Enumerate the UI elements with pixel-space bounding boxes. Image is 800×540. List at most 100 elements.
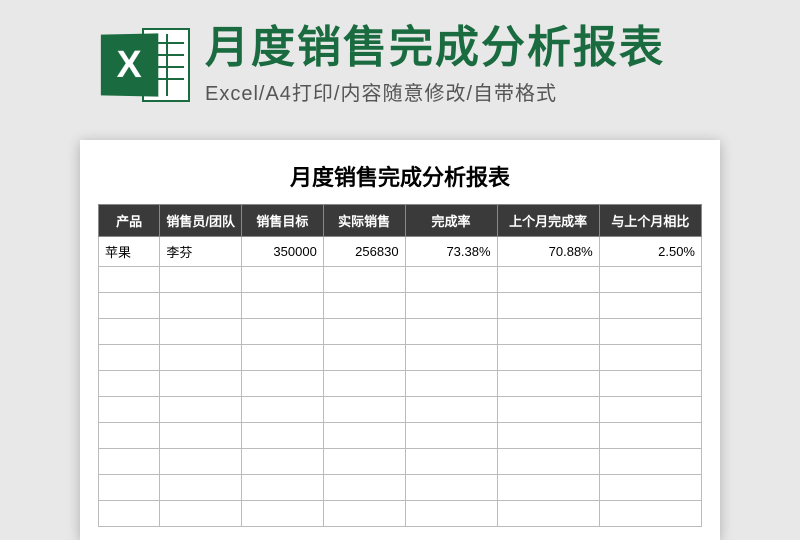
cell-diff: 2.50%: [599, 237, 701, 267]
cell-empty: [99, 319, 160, 345]
cell-empty: [242, 423, 324, 449]
cell-empty: [405, 449, 497, 475]
col-salesperson: 销售员/团队: [160, 205, 242, 237]
cell-empty: [242, 449, 324, 475]
cell-empty: [599, 371, 701, 397]
cell-empty: [323, 267, 405, 293]
cell-empty: [497, 423, 599, 449]
cell-empty: [242, 475, 324, 501]
cell-empty: [497, 371, 599, 397]
cell-empty: [160, 475, 242, 501]
table-row-empty: [99, 293, 702, 319]
excel-icon-letter: X: [117, 43, 142, 86]
cell-empty: [99, 423, 160, 449]
cell-empty: [242, 371, 324, 397]
cell-empty: [599, 293, 701, 319]
cell-empty: [497, 397, 599, 423]
cell-rate: 73.38%: [405, 237, 497, 267]
cell-empty: [599, 397, 701, 423]
excel-icon: X: [100, 20, 190, 110]
cell-empty: [160, 397, 242, 423]
table-body: 苹果 李芬 350000 256830 73.38% 70.88% 2.50%: [99, 237, 702, 527]
cell-empty: [405, 423, 497, 449]
cell-empty: [405, 501, 497, 527]
col-prev-rate: 上个月完成率: [497, 205, 599, 237]
cell-empty: [323, 293, 405, 319]
main-title: 月度销售完成分析报表: [205, 24, 770, 72]
cell-empty: [497, 293, 599, 319]
cell-empty: [599, 501, 701, 527]
cell-empty: [160, 501, 242, 527]
cell-empty: [160, 449, 242, 475]
cell-empty: [405, 267, 497, 293]
cell-empty: [99, 501, 160, 527]
title-block: 月度销售完成分析报表 Excel/A4打印/内容随意修改/自带格式: [205, 24, 770, 105]
table-row-empty: [99, 345, 702, 371]
cell-empty: [323, 319, 405, 345]
table-row-empty: [99, 449, 702, 475]
cell-empty: [99, 397, 160, 423]
cell-empty: [99, 267, 160, 293]
cell-empty: [405, 475, 497, 501]
table-row-empty: [99, 423, 702, 449]
sales-table: 产品 销售员/团队 销售目标 实际销售 完成率 上个月完成率 与上个月相比 苹果…: [98, 204, 702, 527]
cell-empty: [599, 475, 701, 501]
cell-empty: [599, 267, 701, 293]
cell-empty: [405, 397, 497, 423]
table-row-empty: [99, 371, 702, 397]
cell-empty: [242, 345, 324, 371]
table-row-empty: [99, 267, 702, 293]
cell-empty: [99, 345, 160, 371]
cell-empty: [497, 319, 599, 345]
cell-empty: [242, 267, 324, 293]
subtitle: Excel/A4打印/内容随意修改/自带格式: [205, 77, 770, 106]
document-title: 月度销售完成分析报表: [98, 160, 702, 192]
cell-product: 苹果: [99, 237, 160, 267]
table-row-empty: [99, 501, 702, 527]
cell-empty: [323, 449, 405, 475]
cell-empty: [323, 501, 405, 527]
cell-empty: [160, 319, 242, 345]
cell-empty: [99, 475, 160, 501]
cell-empty: [99, 293, 160, 319]
cell-empty: [242, 397, 324, 423]
cell-empty: [160, 293, 242, 319]
cell-empty: [497, 345, 599, 371]
table-row: 苹果 李芬 350000 256830 73.38% 70.88% 2.50%: [99, 237, 702, 267]
col-actual: 实际销售: [323, 205, 405, 237]
col-target: 销售目标: [242, 205, 324, 237]
cell-target: 350000: [242, 237, 324, 267]
cell-empty: [323, 475, 405, 501]
cell-empty: [242, 319, 324, 345]
cell-empty: [323, 397, 405, 423]
cell-empty: [405, 293, 497, 319]
cell-empty: [497, 501, 599, 527]
cell-empty: [242, 293, 324, 319]
document-preview: 月度销售完成分析报表 产品 销售员/团队 销售目标 实际销售 完成率 上个月完成…: [80, 140, 720, 540]
cell-empty: [497, 267, 599, 293]
header: X 月度销售完成分析报表 Excel/A4打印/内容随意修改/自带格式: [0, 0, 800, 120]
cell-empty: [405, 371, 497, 397]
cell-empty: [99, 449, 160, 475]
cell-empty: [323, 423, 405, 449]
cell-empty: [242, 501, 324, 527]
cell-empty: [323, 371, 405, 397]
cell-empty: [323, 345, 405, 371]
col-diff: 与上个月相比: [599, 205, 701, 237]
cell-empty: [160, 371, 242, 397]
cell-empty: [405, 345, 497, 371]
cell-empty: [405, 319, 497, 345]
cell-empty: [160, 345, 242, 371]
cell-empty: [599, 345, 701, 371]
cell-empty: [599, 319, 701, 345]
cell-empty: [160, 423, 242, 449]
col-product: 产品: [99, 205, 160, 237]
cell-empty: [599, 449, 701, 475]
cell-empty: [497, 475, 599, 501]
table-row-empty: [99, 319, 702, 345]
table-header-row: 产品 销售员/团队 销售目标 实际销售 完成率 上个月完成率 与上个月相比: [99, 205, 702, 237]
cell-salesperson: 李芬: [160, 237, 242, 267]
cell-empty: [599, 423, 701, 449]
cell-empty: [99, 371, 160, 397]
table-row-empty: [99, 397, 702, 423]
